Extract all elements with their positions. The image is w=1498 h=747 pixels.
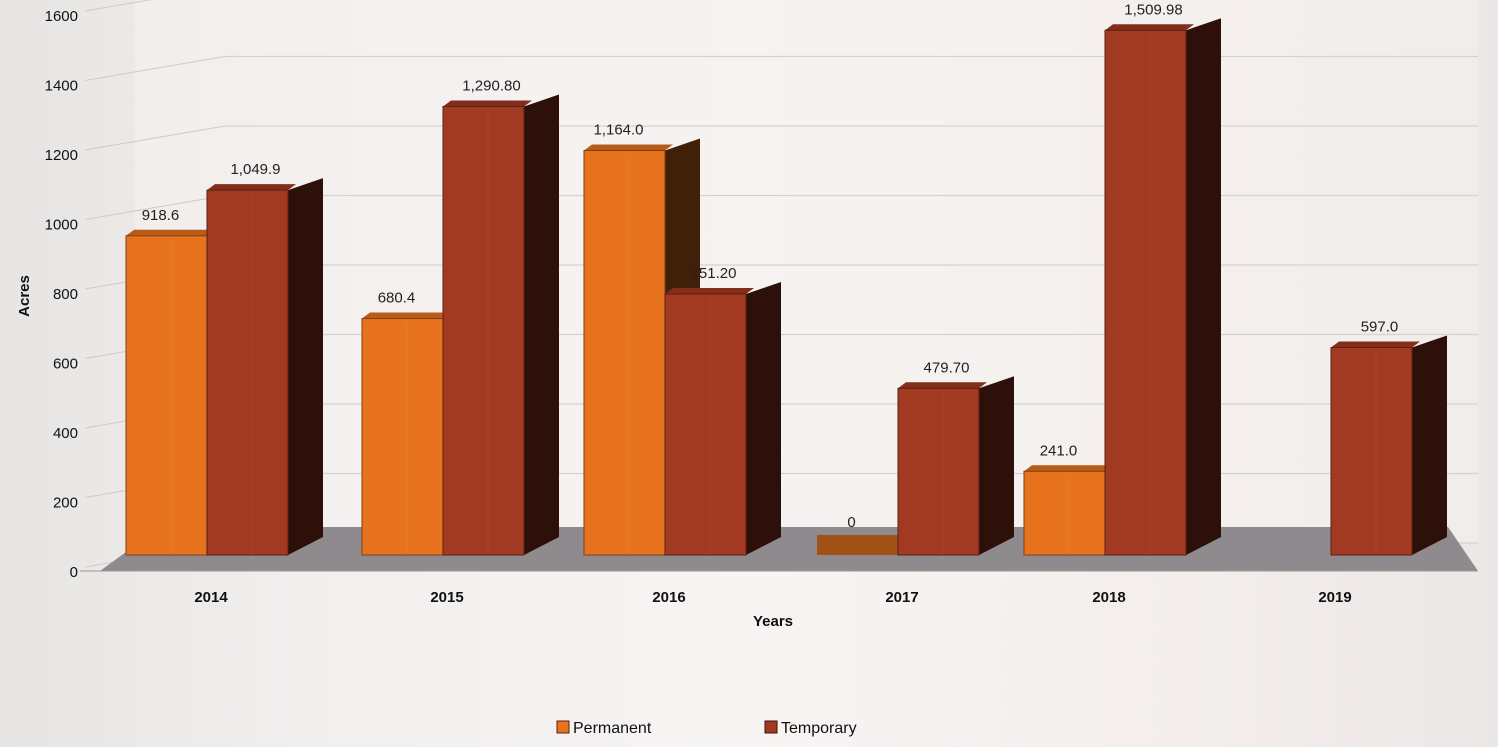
gridline-diagonal	[84, 56, 226, 81]
bar-temporary-2017-side	[979, 376, 1014, 555]
bar-permanent-2015-top	[362, 312, 451, 319]
y-tick-label: 400	[53, 425, 78, 442]
legend-item-temporary: Temporary	[764, 720, 857, 737]
y-tick-label: 600	[53, 356, 78, 373]
bar-temporary-2015-side	[524, 94, 559, 556]
back-wall	[135, 0, 1478, 543]
data-labels: 918.6 1,049.9 680.4 1,290.80 1,164.0 751.20 0 4…	[142, 1, 1399, 531]
bar-temporary-2016-value-label: 751.20	[691, 265, 737, 282]
x-tick-label: 2018	[1092, 589, 1125, 606]
bar-temporary-2014-top	[207, 184, 296, 191]
bar-permanent-2018-top	[1024, 465, 1113, 472]
bar-temporary-2017-top	[898, 382, 987, 389]
y-axis-title: Acres	[16, 275, 33, 317]
bar-temporary-2014-front	[206, 189, 289, 556]
bar-permanent-2015-value-label: 680.4	[378, 290, 416, 307]
bar-permanent-2016-value-label: 1,164.0	[593, 122, 643, 139]
bar-temporary-2016-front	[664, 293, 747, 556]
legend-swatch-temporary	[764, 720, 778, 734]
bar-temporary-2016-side	[746, 281, 781, 555]
bar-temporary-2015-value-label: 1,290.80	[462, 77, 520, 94]
gridline-diagonal	[84, 125, 226, 151]
y-tick-label: 1600	[45, 8, 78, 25]
axes: Acres Years 0 200 400 600 800 1000 1200 1400 160…	[16, 8, 1352, 630]
y-tick-label: 0	[70, 564, 78, 581]
bar-temporary-2014-value-label: 1,049.9	[230, 161, 280, 178]
bar-permanent-2015-front	[361, 318, 444, 556]
bar-permanent-2018-front	[1023, 470, 1106, 556]
legend-label-temporary: Temporary	[781, 720, 857, 737]
bar-temporary-2015	[442, 94, 559, 556]
y-tick-label: 200	[53, 495, 78, 512]
bar-temporary-2018-side	[1186, 18, 1221, 556]
bar-permanent-2016-top	[584, 144, 673, 151]
bar-temporary-2014-side	[288, 178, 323, 556]
gridline-diagonal	[84, 0, 153, 12]
bar-temporary-2018-value-label: 1,509.98	[1124, 1, 1182, 18]
bar-temporary-2018-front	[1104, 29, 1187, 556]
y-tick-label: 800	[53, 286, 78, 303]
bar-temporary-2019-front	[1330, 347, 1413, 556]
bar-temporary-2016-top	[665, 287, 754, 294]
bar-permanent-2014-value-label: 918.6	[142, 207, 180, 224]
bar-permanent-2018-value-label: 241.0	[1040, 442, 1078, 459]
y-tick-label: 1200	[45, 147, 78, 164]
x-tick-label: 2014	[194, 589, 228, 606]
bar-temporary-2019-value-label: 597.0	[1361, 319, 1399, 336]
x-tick-label: 2019	[1318, 589, 1351, 606]
bar-permanent-2017-value-label: 0	[847, 514, 855, 531]
legend-label-permanent: Permanent	[573, 720, 652, 737]
x-axis-title: Years	[753, 613, 793, 630]
bar-temporary-2017-value-label: 479.70	[924, 359, 970, 376]
bar-temporary-2019	[1330, 335, 1447, 556]
bar-temporary-2019-side	[1412, 335, 1447, 555]
y-tick-label: 1400	[45, 78, 78, 95]
x-tick-label: 2015	[430, 589, 463, 606]
bar-permanent-2014-front	[125, 235, 208, 556]
x-tick-label: 2017	[885, 589, 918, 606]
bar-temporary-2017	[897, 376, 1014, 556]
bar-temporary-2017-front	[897, 387, 980, 556]
bar-temporary-2015-front	[442, 105, 525, 556]
y-tick-label: 1000	[45, 217, 78, 234]
x-tick-label: 2016	[652, 589, 685, 606]
bar-temporary-2016	[664, 281, 781, 556]
bars	[125, 18, 1447, 556]
bar-temporary-2018	[1104, 18, 1221, 556]
bar-temporary-2015-top	[443, 100, 532, 107]
bar-temporary-2018-top	[1105, 24, 1194, 31]
bar-permanent-2017-slab	[817, 535, 898, 555]
legend-swatch-permanent	[556, 720, 570, 734]
gridline-diagonal	[84, 195, 226, 220]
legend: Permanent Temporary	[556, 720, 857, 737]
bar-temporary-2019-top	[1331, 341, 1420, 348]
bar-permanent-2016-front	[583, 150, 666, 556]
legend-item-permanent: Permanent	[556, 720, 652, 737]
bar-permanent-2014-top	[126, 229, 215, 236]
bar-permanent-2017	[817, 535, 898, 555]
bar-temporary-2014	[206, 178, 323, 556]
gridlines	[84, 0, 1478, 568]
